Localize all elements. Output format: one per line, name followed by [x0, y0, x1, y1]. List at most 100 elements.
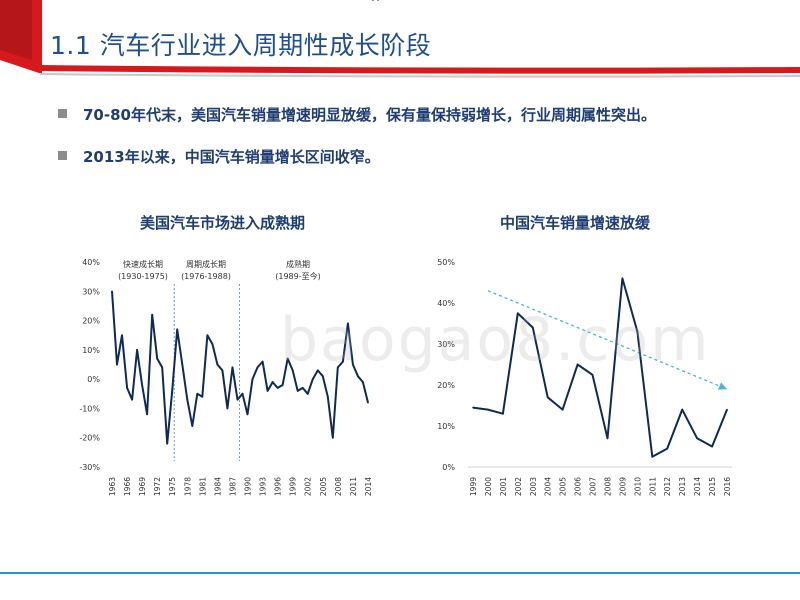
- cn-data-point: [651, 455, 654, 458]
- us-data-point: [377, 0, 379, 1]
- us-growth-line: [111, 291, 369, 445]
- us-data-point: [146, 413, 148, 416]
- us-data-point: [286, 357, 289, 360]
- bullet-square-icon: [58, 109, 67, 118]
- cn-x-tick-label: 2010: [633, 477, 642, 496]
- us-data-point: [201, 395, 204, 398]
- cn-data-point: [546, 396, 549, 399]
- us-data-point: [141, 384, 143, 386]
- us-data-point: [236, 398, 239, 401]
- cn-data-point: [711, 445, 713, 448]
- cn-data-point: [591, 373, 594, 376]
- cn-chart-title: 中国汽车销量增速放缓: [500, 214, 651, 232]
- us-data-point: [256, 366, 259, 369]
- us-phase-period: (1989-至今): [275, 271, 321, 281]
- cn-y-tick-label: 30%: [437, 340, 455, 349]
- us-y-tick-label: 30%: [82, 287, 100, 296]
- us-data-point: [206, 334, 209, 337]
- cn-data-point: [472, 406, 474, 409]
- us-data-point: [131, 398, 133, 401]
- us-x-tick-label: 1969: [138, 477, 147, 496]
- us-x-tick-label: 2011: [349, 477, 358, 496]
- cn-y-tick-label: 50%: [437, 258, 455, 267]
- us-data-point: [151, 313, 153, 316]
- us-data-point: [216, 363, 219, 366]
- us-x-tick-label: 1963: [108, 477, 117, 496]
- us-x-tick-label: 1972: [153, 477, 162, 496]
- us-data-point: [261, 360, 264, 363]
- bullet-item: 70-80年代末，美国汽车销量增速明显放缓，保有量保持弱增长，行业周期属性突出。: [58, 104, 656, 125]
- footer-line: [0, 572, 800, 574]
- us-x-tick-label: 1993: [259, 477, 268, 496]
- cn-x-tick-label: 2016: [723, 477, 732, 496]
- us-data-point: [251, 378, 254, 380]
- cn-x-tick-label: 2012: [663, 477, 672, 496]
- us-data-point: [316, 369, 319, 372]
- us-data-point: [266, 390, 269, 392]
- us-data-point: [367, 401, 369, 404]
- us-data-point: [186, 398, 189, 401]
- header-red-line: [39, 65, 800, 74]
- cn-x-tick-label: 2006: [574, 477, 583, 496]
- us-x-tick-label: 1975: [168, 477, 177, 496]
- cn-x-tick-label: 2014: [693, 477, 702, 496]
- us-data-point: [221, 369, 224, 372]
- us-data-point: [291, 369, 294, 372]
- bullet-item: 2013年以来，中国汽车销量增长区间收窄。: [58, 146, 380, 167]
- cn-x-tick-label: 2003: [529, 477, 538, 496]
- cn-x-tick-label: 2009: [618, 477, 627, 496]
- us-phase-label: 成熟期: [286, 259, 310, 269]
- us-x-tick-label: 2008: [334, 477, 343, 496]
- header-gray-line: [39, 73, 800, 78]
- us-data-point: [347, 322, 349, 325]
- us-x-tick-label: 1996: [274, 477, 283, 496]
- us-y-tick-label: 40%: [82, 258, 100, 267]
- us-x-tick-label: 1987: [228, 477, 237, 496]
- cn-y-tick-label: 20%: [437, 381, 455, 390]
- header-dark-accent: [0, 0, 32, 60]
- us-x-tick-label: 1966: [123, 477, 132, 496]
- cn-x-tick-label: 2013: [678, 477, 687, 496]
- cn-data-point: [726, 408, 728, 411]
- cn-trend-arrow-line: [487, 290, 728, 390]
- us-x-tick-label: 1990: [244, 477, 253, 496]
- us-x-tick-label: 1978: [183, 477, 192, 496]
- us-y-tick-label: 10%: [82, 346, 100, 355]
- us-data-point: [226, 407, 229, 410]
- us-y-tick-label: 20%: [82, 317, 100, 326]
- us-data-point: [342, 360, 344, 363]
- page-title: 1.1 汽车行业进入周期性成长阶段: [50, 31, 432, 60]
- cn-x-tick-label: 2004: [544, 477, 553, 496]
- bullet-text: 2013年以来，中国汽车销量增长区间收窄。: [83, 148, 380, 166]
- us-data-point: [241, 392, 244, 395]
- cn-x-tick-label: 2002: [514, 477, 523, 496]
- cn-data-point: [621, 277, 624, 280]
- cn-data-point: [502, 412, 504, 415]
- us-data-point: [116, 363, 118, 366]
- us-phase-label: 周期成长期: [186, 259, 226, 269]
- us-data-point: [181, 363, 184, 366]
- cn-x-tick-label: 2007: [589, 477, 598, 496]
- cn-x-tick-label: 2000: [484, 477, 493, 496]
- us-data-point: [271, 381, 274, 383]
- cn-x-tick-label: 2005: [559, 477, 568, 496]
- cn-growth-line: [472, 277, 728, 458]
- us-data-point: [296, 390, 299, 392]
- us-chart-title: 美国汽车市场进入成熟期: [140, 214, 306, 232]
- us-x-tick-label: 1999: [289, 477, 298, 496]
- cn-data-point: [681, 408, 683, 411]
- cn-x-tick-label: 2011: [648, 477, 657, 496]
- us-data-point: [306, 392, 309, 395]
- us-data-point: [301, 387, 304, 389]
- us-data-point: [136, 349, 138, 351]
- us-y-tick-label: -10%: [79, 404, 100, 413]
- header-banner: [0, 0, 800, 78]
- us-data-point: [121, 334, 123, 337]
- us-x-tick-label: 2002: [304, 477, 313, 496]
- cn-x-tick-label: 2015: [708, 477, 717, 496]
- us-data-point: [211, 343, 214, 345]
- us-y-tick-label: -20%: [79, 434, 100, 443]
- us-x-tick-label: 2005: [319, 477, 328, 496]
- cn-y-tick-label: 40%: [437, 299, 455, 308]
